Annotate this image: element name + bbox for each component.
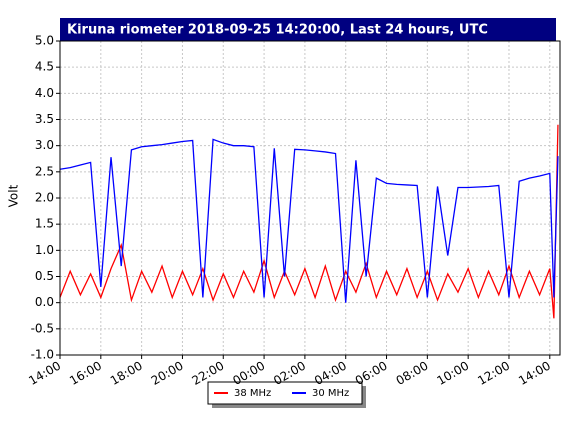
y-tick-label: -1.0 [31,348,54,362]
x-tick-label: 10:00 [434,359,471,388]
y-tick-label: 4.0 [35,86,54,100]
title-bar [60,18,556,41]
series-line [59,138,559,303]
y-tick-label: 1.0 [35,243,54,257]
y-tick-label: 2.5 [35,164,54,178]
legend [207,381,363,405]
plot-frame [59,40,561,356]
y-tick-label: 3.5 [35,112,54,126]
legend-label: 38 MHz [234,388,271,399]
y-tick-label: 4.5 [35,60,54,74]
x-tick-label: 20:00 [149,359,186,388]
y-tick-label: 0.0 [35,295,54,309]
y-axis-label: Volt [7,184,21,207]
x-tick-label: 18:00 [108,359,145,388]
chart-title: Kiruna riometer 2018-09-25 14:20:00, Las… [67,23,488,38]
y-tick-label: -0.5 [31,321,54,335]
y-tick-label: 0.5 [35,269,54,283]
x-tick-label: 16:00 [67,359,104,388]
y-tick-label: 3.0 [35,138,54,152]
x-tick-label: 06:00 [353,359,390,388]
y-tick-label: 1.5 [35,217,54,231]
x-tick-label: 14:00 [26,359,63,388]
x-tick-label: 12:00 [475,359,512,388]
y-tick-label: 2.0 [35,191,54,205]
x-tick-label: 08:00 [394,359,431,388]
y-tick-label: 5.0 [35,34,54,48]
series-line [59,124,559,319]
legend-label: 30 MHz [312,388,349,399]
x-tick-label: 14:00 [516,359,553,388]
